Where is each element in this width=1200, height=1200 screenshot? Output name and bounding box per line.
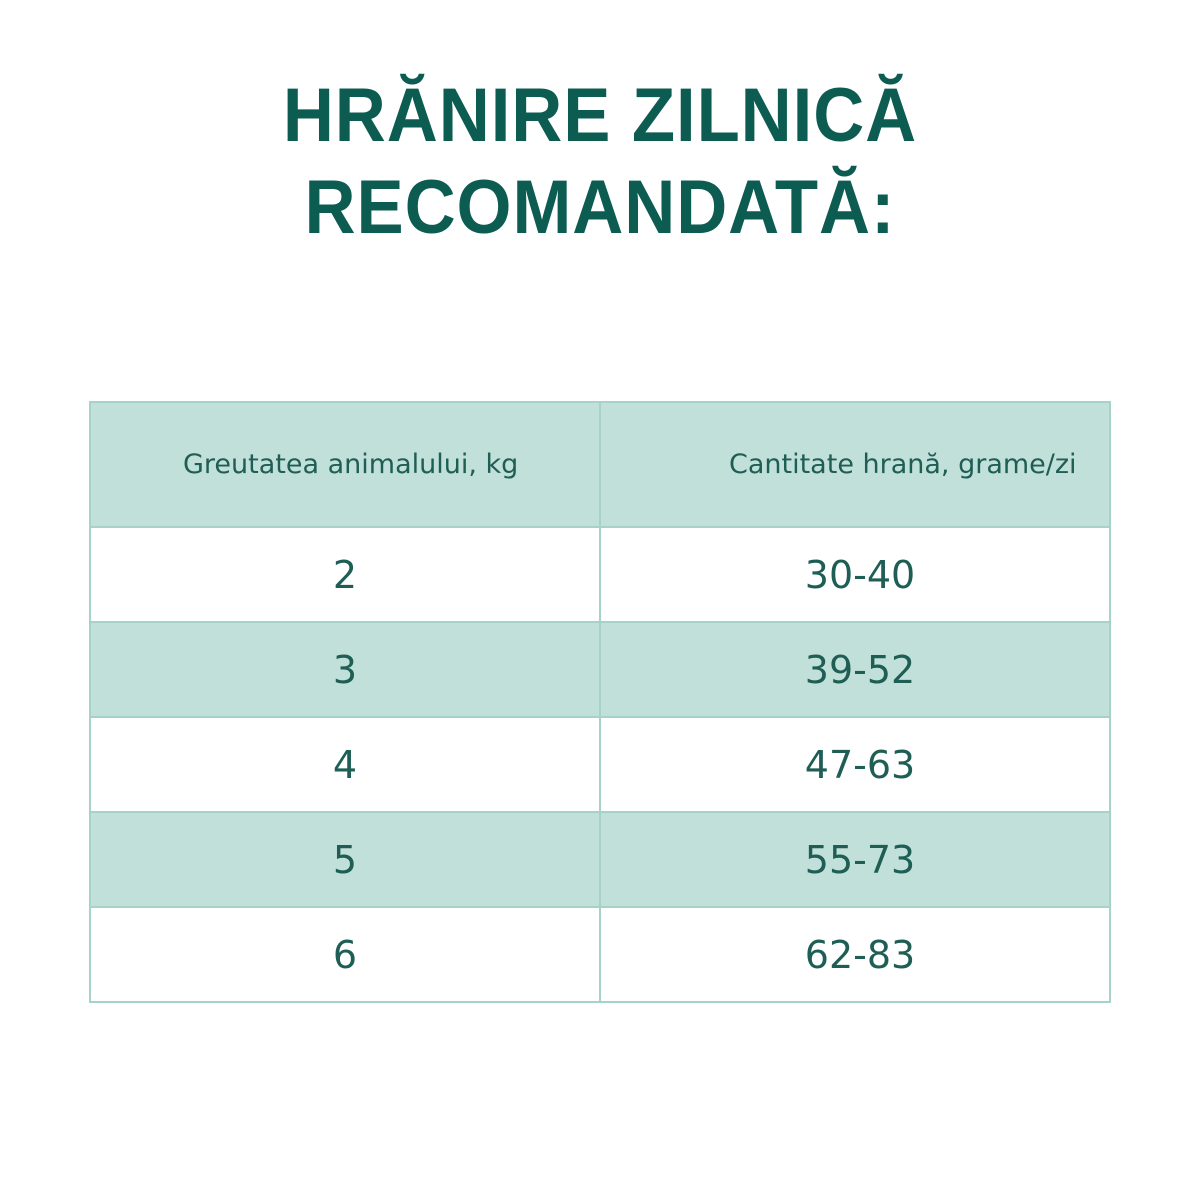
table-row: 4 47-63 bbox=[89, 717, 1111, 812]
page-title: HRĂNIRE ZILNICĂ RECOMANDATĂ: bbox=[0, 70, 1200, 254]
weight-cell: 6 bbox=[89, 907, 601, 1002]
quantity-cell: 39-52 bbox=[599, 622, 1111, 717]
header-weight: Greutatea animalului, kg bbox=[89, 402, 601, 527]
weight-cell: 2 bbox=[89, 527, 601, 622]
table-row: 6 62-83 bbox=[89, 907, 1111, 1002]
table-row: 2 30-40 bbox=[89, 527, 1111, 622]
title-line-1: HRĂNIRE ZILNICĂ bbox=[282, 73, 918, 158]
weight-cell: 4 bbox=[89, 717, 601, 812]
table-header-row: Greutatea animalului, kg Cantitate hrană… bbox=[89, 402, 1111, 527]
table-row: 5 55-73 bbox=[89, 812, 1111, 907]
quantity-cell: 30-40 bbox=[599, 527, 1111, 622]
quantity-cell: 62-83 bbox=[599, 907, 1111, 1002]
feeding-table: Greutatea animalului, kg Cantitate hrană… bbox=[89, 401, 1111, 1003]
weight-cell: 5 bbox=[89, 812, 601, 907]
quantity-cell: 47-63 bbox=[599, 717, 1111, 812]
table-row: 3 39-52 bbox=[89, 622, 1111, 717]
weight-cell: 3 bbox=[89, 622, 601, 717]
title-line-2: RECOMANDATĂ: bbox=[304, 165, 896, 250]
quantity-cell: 55-73 bbox=[599, 812, 1111, 907]
header-quantity: Cantitate hrană, grame/zi bbox=[599, 402, 1111, 527]
